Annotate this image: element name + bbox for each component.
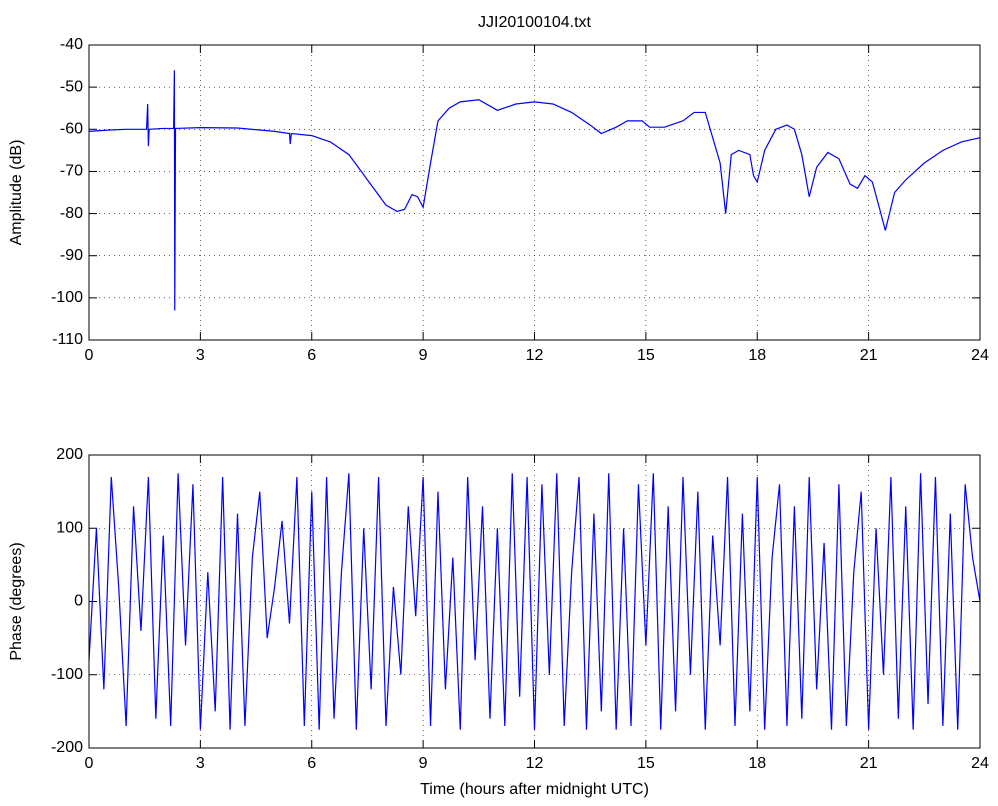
axes-box xyxy=(88,44,981,341)
y-tick-label: -60 xyxy=(60,121,83,138)
x-tick-label: 21 xyxy=(860,347,878,364)
y-tick-label: 0 xyxy=(74,593,83,610)
y-axis-label: Phase (degrees) xyxy=(8,542,25,660)
x-tick-label: 18 xyxy=(748,755,766,772)
x-tick-label: 6 xyxy=(307,755,316,772)
x-tick-label: 3 xyxy=(196,347,205,364)
x-tick-label: 12 xyxy=(526,347,544,364)
x-tick-label: 9 xyxy=(419,347,428,364)
y-tick-label: -100 xyxy=(51,289,83,306)
x-tick-label: 24 xyxy=(971,755,989,772)
y-tick-label: -110 xyxy=(52,331,83,348)
x-tick-label: 21 xyxy=(860,755,878,772)
x-tick-label: 3 xyxy=(196,755,205,772)
y-tick-label: -50 xyxy=(60,78,83,95)
x-tick-label: 24 xyxy=(971,347,989,364)
y-tick-label: 200 xyxy=(56,446,83,463)
data-line xyxy=(88,70,981,311)
x-tick-label: 15 xyxy=(637,347,655,364)
x-tick-label: 0 xyxy=(85,755,94,772)
x-tick-label: 9 xyxy=(419,755,428,772)
y-tick-label: -200 xyxy=(51,739,83,756)
y-tick-label: -90 xyxy=(60,247,83,264)
data-line xyxy=(88,473,981,730)
x-tick-label: 12 xyxy=(526,755,544,772)
y-axis-label: Amplitude (dB) xyxy=(8,140,25,246)
x-tick-label: 15 xyxy=(637,755,655,772)
x-axis-label: Time (hours after midnight UTC) xyxy=(420,781,649,798)
y-tick-label: -80 xyxy=(60,205,83,222)
chart-title: JJI20100104.txt xyxy=(478,14,592,31)
y-tick-label: -40 xyxy=(60,36,83,53)
y-tick-label: 100 xyxy=(56,519,83,536)
x-tick-label: 6 xyxy=(307,347,316,364)
axes-box xyxy=(88,454,981,749)
y-tick-label: -100 xyxy=(51,666,83,683)
x-tick-label: 18 xyxy=(748,347,766,364)
x-tick-label: 0 xyxy=(85,347,94,364)
y-tick-label: -70 xyxy=(60,163,83,180)
